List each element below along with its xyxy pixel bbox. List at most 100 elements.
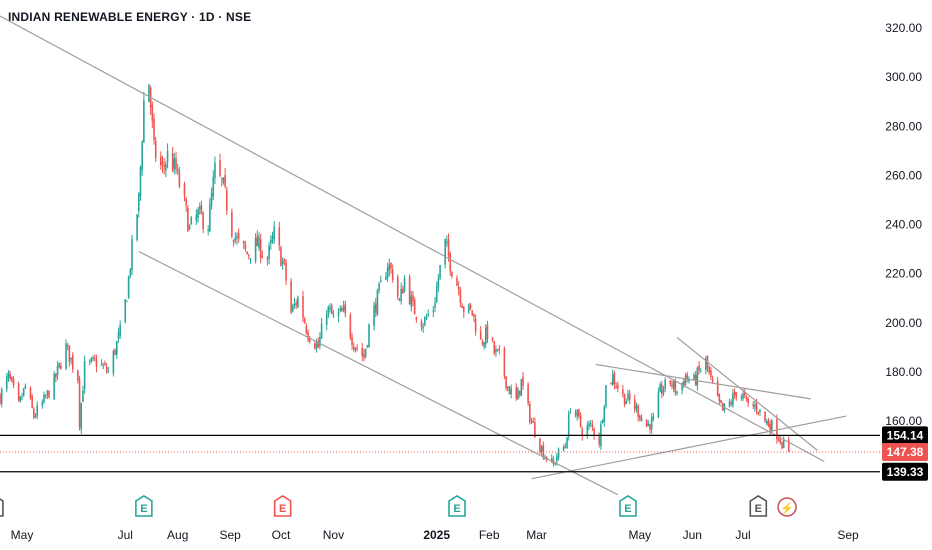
trendline[interactable] [595, 363, 811, 400]
badge-shape [749, 495, 768, 517]
candle-body [390, 263, 392, 269]
candle-body [198, 206, 201, 210]
candle-body [447, 239, 450, 256]
candle-body [139, 166, 142, 197]
candle-body [556, 456, 558, 462]
candle-body [601, 420, 604, 423]
candle-body [633, 399, 636, 410]
candle-body [127, 276, 130, 299]
candle-body [176, 169, 179, 172]
candle-body [83, 360, 86, 389]
earnings-badge[interactable]: E [0, 496, 4, 517]
candle-body [93, 358, 96, 360]
candle-body [368, 324, 370, 347]
candle-body [11, 377, 13, 381]
candle-body [779, 438, 782, 443]
candle-body [574, 413, 577, 415]
earnings-badge[interactable]: E [273, 495, 292, 517]
candle-body [532, 421, 534, 423]
price-axis[interactable]: 160.00 180.00 200.00 220.00 240.00 260.00 280.… [882, 21, 928, 481]
candle-body [363, 353, 365, 358]
candle-body [420, 321, 423, 327]
candle-body [374, 303, 377, 313]
time-axis[interactable]: May Jul Aug Sep Oct Nov 2025 Feb Mar May Jun Jul Sep [11, 528, 859, 542]
y-tick-label: 280.00 [885, 119, 922, 133]
candle-body [491, 337, 494, 341]
candle-body [148, 84, 150, 102]
candle-body [104, 363, 106, 365]
candle-body [314, 343, 316, 349]
candle-body [505, 376, 507, 389]
candle-body [200, 205, 203, 214]
candle-body [617, 384, 619, 389]
badge-letter: E [140, 503, 147, 515]
earnings-badge[interactable]: E [619, 495, 637, 517]
candle-body [88, 360, 91, 362]
candle-body [207, 229, 209, 232]
badge-letter: E [453, 503, 460, 515]
candle-body [43, 395, 45, 403]
candle-body [708, 366, 711, 373]
candle-body [693, 374, 695, 380]
event-badge[interactable]: ⚡ [777, 497, 797, 517]
badge-letter: E [624, 503, 631, 515]
candle-body [672, 380, 675, 389]
x-tick-label: Sep [837, 528, 859, 542]
level-price-tag-label: 154.14 [887, 428, 924, 442]
trendline[interactable] [676, 337, 818, 451]
candle-body [137, 193, 140, 211]
candle-body [481, 341, 484, 345]
earnings-badge[interactable]: E [448, 495, 466, 517]
candle-body [185, 199, 187, 206]
candle-body [232, 239, 235, 243]
trendline[interactable] [531, 415, 847, 480]
candle-body [266, 257, 269, 260]
candle-body [462, 307, 465, 312]
candle-body [46, 390, 49, 395]
x-tick-label: Jul [118, 528, 133, 542]
y-tick-label: 200.00 [885, 316, 922, 330]
candle-body [344, 303, 347, 314]
candle-body [124, 299, 127, 323]
candle-body [356, 347, 358, 349]
candle-body [31, 396, 33, 408]
candle-body [22, 388, 25, 396]
candle-body [351, 337, 353, 346]
earnings-badge[interactable]: E [135, 495, 153, 517]
candle-body [12, 379, 15, 386]
candle-body [44, 395, 47, 397]
current-price-tag-label: 147.38 [887, 445, 924, 459]
candle-body [58, 362, 61, 368]
current-price-tag [882, 442, 928, 461]
candle-body [755, 403, 758, 411]
candle-body [7, 371, 10, 379]
candle-body [231, 212, 233, 237]
candle-body [220, 178, 223, 180]
candle-body [743, 391, 746, 396]
candle-body [579, 415, 582, 427]
candle-body [165, 163, 167, 171]
candle-body [735, 392, 738, 397]
candle-body [163, 165, 165, 167]
candle-body [520, 379, 523, 397]
candle-body [627, 393, 629, 400]
candle-body [684, 376, 687, 386]
candle-body [319, 337, 321, 347]
candle-body [759, 409, 761, 412]
candle-body [661, 384, 663, 394]
candle-body [605, 385, 607, 407]
candle-body [388, 264, 391, 271]
candle-body [615, 386, 617, 388]
candle-body [581, 428, 584, 437]
trendline[interactable] [0, 13, 825, 463]
candle-body [747, 398, 749, 404]
candle-body [202, 212, 204, 230]
candle-body [710, 370, 712, 378]
candle-body [210, 193, 213, 206]
candle-body [29, 387, 32, 399]
earnings-badge[interactable]: E [749, 495, 768, 517]
trendline[interactable] [138, 250, 619, 496]
candle-body [115, 341, 118, 355]
candle-body [320, 323, 323, 339]
